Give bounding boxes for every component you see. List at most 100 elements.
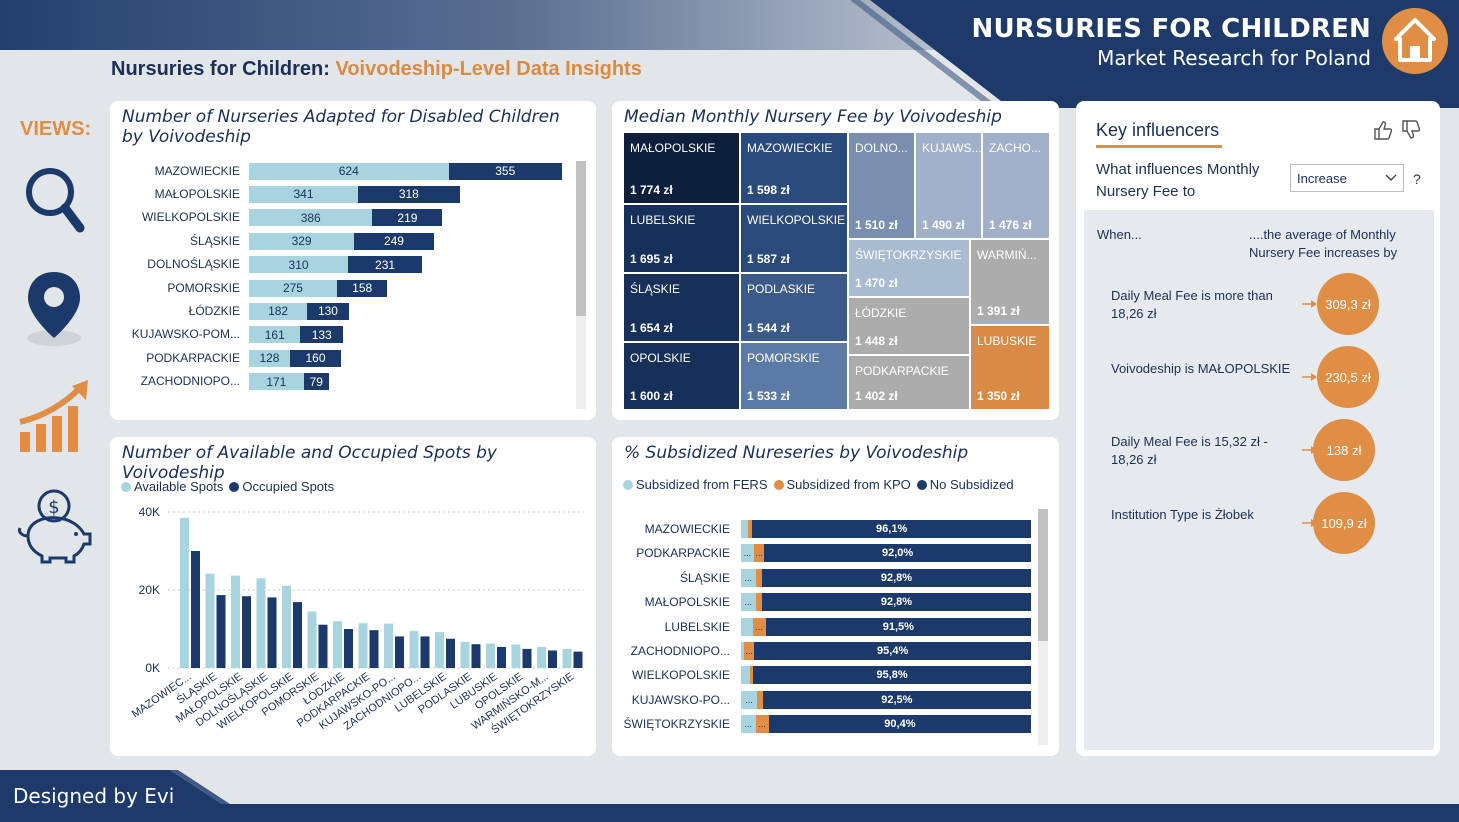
spots-bar-occupied[interactable] [395, 636, 404, 668]
spots-bar-occupied[interactable] [242, 596, 251, 668]
disabled-bar-adapted[interactable]: 386 [249, 209, 373, 227]
spots-bar-occupied[interactable] [318, 624, 328, 668]
ki-condition[interactable]: Daily Meal Fee is 15,32 zł - 18,26 zł [1111, 434, 1268, 467]
key-influencers-tab[interactable]: Key influencers [1096, 120, 1220, 140]
subsidized-bar-fers[interactable] [741, 642, 744, 660]
subsidized-bar-fers[interactable]: ... [741, 690, 757, 709]
subsidized-bar-kpo[interactable] [755, 568, 762, 587]
spots-bar-available[interactable] [231, 575, 240, 668]
spots-bar-occupied[interactable] [344, 629, 353, 668]
ki-value-bubble[interactable]: 109,9 zł [1313, 492, 1375, 554]
disabled-bar-adapted[interactable]: 329 [249, 232, 355, 250]
ki-help[interactable]: ? [1413, 171, 1421, 187]
treemap-tile[interactable]: LUBELSKIE 1 695 zł [623, 204, 740, 273]
subsidized-bar-kpo[interactable]: ... [743, 642, 755, 660]
spots-bar-occupied[interactable] [548, 650, 557, 668]
spots-bar-available[interactable] [562, 648, 572, 668]
subsidized-bar-none[interactable]: 92,8% [761, 568, 1031, 587]
treemap-tile[interactable]: KUJAWS... 1 490 zł [915, 132, 982, 239]
home-icon[interactable] [1382, 8, 1448, 74]
treemap-tile[interactable]: PODKARPACKIE 1 402 zł [848, 355, 970, 410]
spots-bar-available[interactable] [460, 641, 470, 668]
spots-bar-available[interactable] [486, 643, 495, 668]
spots-bar-occupied[interactable] [191, 551, 200, 668]
treemap-tile[interactable]: WARMIŃ... 1 391 zł [970, 239, 1050, 325]
subsidized-bar-none[interactable]: 95,4% [754, 642, 1031, 660]
ki-value-bubble[interactable]: 309,3 zł [1317, 273, 1379, 335]
ki-dropdown[interactable]: Increase [1290, 164, 1404, 192]
disabled-bar-not-adapted[interactable]: 79 [303, 373, 329, 391]
ki-value-bubble[interactable]: 230,5 zł [1317, 346, 1379, 408]
disabled-bar-not-adapted[interactable]: 355 [448, 162, 562, 180]
subsidized-bar-fers[interactable] [741, 520, 748, 538]
disabled-bar-adapted[interactable]: 310 [249, 256, 349, 274]
spots-bar-occupied[interactable] [573, 651, 583, 668]
treemap-tile[interactable]: ŚLĄSKIE 1 654 zł [623, 273, 740, 342]
spots-bar-available[interactable] [205, 573, 215, 668]
treemap-tile[interactable]: PODLASKIE 1 544 zł [740, 273, 848, 342]
spots-bar-occupied[interactable] [446, 638, 455, 668]
spots-bar-available[interactable] [333, 621, 342, 668]
disabled-bar-adapted[interactable]: 624 [249, 162, 449, 180]
subsidized-bar-kpo[interactable] [756, 690, 763, 709]
treemap-tile[interactable]: DOLNO... 1 510 zł [848, 132, 915, 239]
subsidized-bar-none[interactable]: 92,5% [762, 690, 1031, 709]
spots-bar-available[interactable] [384, 623, 393, 668]
subsidized-bar-fers[interactable]: ... [741, 715, 756, 734]
subsidized-bar-fers[interactable] [741, 666, 750, 685]
subsidized-bar-kpo[interactable] [747, 520, 753, 538]
disabled-bar-adapted[interactable]: 161 [249, 326, 301, 344]
subsidized-bar-kpo[interactable]: ... [752, 617, 766, 636]
spots-bar-occupied[interactable] [216, 595, 226, 668]
disabled-bar-not-adapted[interactable]: 158 [336, 279, 388, 297]
subsidized-bar-kpo[interactable] [755, 593, 762, 612]
disabled-bar-adapted[interactable]: 128 [249, 349, 290, 367]
spots-bar-available[interactable] [511, 644, 521, 668]
ki-condition[interactable]: Daily Meal Fee is more than 18,26 zł [1111, 288, 1273, 321]
spots-bar-available[interactable] [256, 578, 266, 668]
spots-bar-available[interactable] [180, 517, 189, 668]
treemap-tile[interactable]: ŚWIĘTOKRZYSKIE 1 470 zł [848, 239, 970, 297]
spots-bar-occupied[interactable] [267, 597, 277, 668]
disabled-bar-not-adapted[interactable]: 219 [372, 209, 443, 227]
disabled-bar-adapted[interactable]: 171 [249, 373, 304, 391]
piggy-bank-icon[interactable]: $ [14, 484, 96, 566]
spots-bar-available[interactable] [282, 585, 291, 668]
subsidized-bar-none[interactable]: 92,8% [761, 593, 1031, 612]
subsidized-bar-none[interactable]: 91,5% [765, 617, 1031, 636]
spots-bar-available[interactable] [358, 623, 368, 668]
treemap-tile[interactable]: ŁÓDZKIE 1 448 zł [848, 297, 970, 355]
ki-condition[interactable]: Institution Type is Żłobek [1111, 507, 1254, 522]
subsidized-bar-kpo[interactable] [749, 666, 754, 685]
spots-bar-occupied[interactable] [522, 648, 532, 668]
disabled-bar-not-adapted[interactable]: 160 [289, 349, 342, 367]
location-pin-icon[interactable] [14, 268, 96, 350]
subsidized-bar-kpo[interactable]: ... [755, 715, 769, 734]
treemap-tile[interactable]: WIELKOPOLSKIE 1 587 zł [740, 204, 848, 273]
spots-bar-occupied[interactable] [420, 636, 430, 668]
subsidized-bar-none[interactable]: 92,0% [764, 544, 1031, 563]
thumbs-down-icon[interactable] [1400, 119, 1422, 141]
subsidized-scrollbar[interactable] [1038, 509, 1048, 641]
treemap-tile[interactable]: OPOLSKIE 1 600 zł [623, 342, 740, 410]
disabled-bar-not-adapted[interactable]: 318 [358, 185, 460, 203]
ki-condition[interactable]: Voivodeship is MAŁOPOLSKIE [1111, 361, 1291, 376]
subsidized-bar-none[interactable]: 96,1% [752, 520, 1031, 538]
subsidized-bar-fers[interactable]: ... [741, 568, 756, 587]
spots-bar-available[interactable] [537, 646, 546, 668]
spots-bar-occupied[interactable] [497, 646, 506, 668]
disabled-bar-not-adapted[interactable]: 133 [300, 326, 343, 344]
treemap-tile[interactable]: POMORSKIE 1 533 zł [740, 342, 848, 410]
spots-bar-available[interactable] [435, 632, 444, 668]
subsidized-bar-none[interactable]: 95,8% [753, 666, 1031, 685]
subsidized-bar-fers[interactable] [741, 617, 753, 636]
disabled-scrollbar[interactable] [576, 161, 586, 316]
treemap-tile[interactable]: MAŁOPOLSKIE 1 774 zł [623, 132, 740, 204]
subsidized-bar-fers[interactable]: ... [741, 593, 756, 612]
disabled-bar-adapted[interactable]: 275 [249, 279, 337, 297]
thumbs-up-icon[interactable] [1372, 119, 1394, 141]
growth-chart-icon[interactable] [14, 376, 96, 458]
search-icon[interactable] [14, 160, 96, 242]
ki-value-bubble[interactable]: 138 zł [1313, 419, 1375, 481]
subsidized-bar-fers[interactable]: ... [741, 544, 755, 563]
